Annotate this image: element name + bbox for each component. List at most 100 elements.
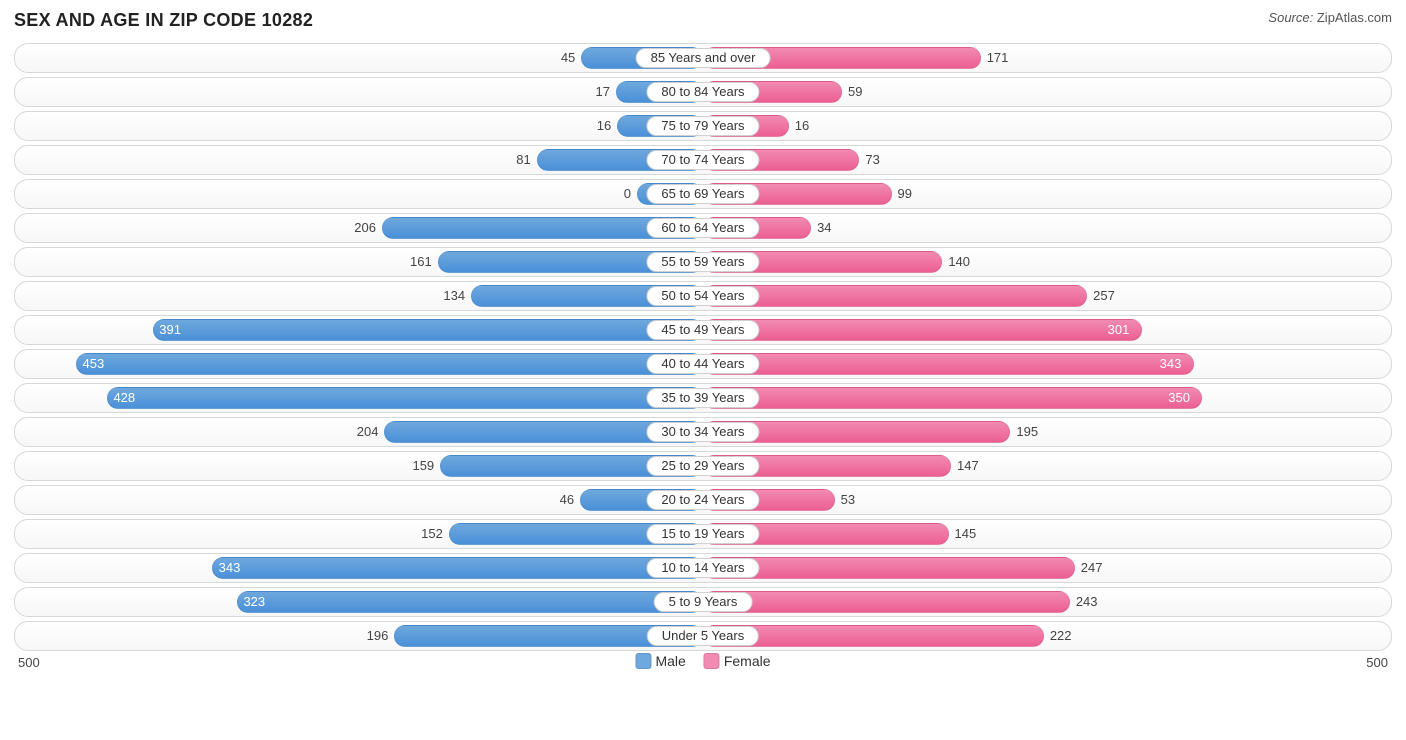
axis-max-right: 500: [1366, 655, 1388, 670]
male-half: 134: [19, 285, 703, 307]
male-value: 343: [219, 557, 241, 579]
male-half: 161: [19, 251, 703, 273]
male-bar: [107, 387, 703, 409]
male-value: 45: [561, 47, 575, 69]
male-half: 46: [19, 489, 703, 511]
female-half: 222: [703, 625, 1387, 647]
age-group-label: 85 Years and over: [636, 48, 771, 68]
female-bar: [703, 387, 1202, 409]
female-value: 53: [841, 489, 855, 511]
chart-container: SEX AND AGE IN ZIP CODE 10282 Source: Zi…: [0, 0, 1406, 685]
female-half: 257: [703, 285, 1387, 307]
female-value: 257: [1093, 285, 1115, 307]
chart-row: 65 to 69 Years0 99: [14, 179, 1392, 209]
female-half: 301: [703, 319, 1387, 341]
male-swatch-icon: [635, 653, 651, 669]
chart-row: 50 to 54 Years 134 257: [14, 281, 1392, 311]
male-half: 204: [19, 421, 703, 443]
male-half: 81: [19, 149, 703, 171]
male-value: 161: [410, 251, 432, 273]
male-value: 16: [597, 115, 611, 137]
female-half: 195: [703, 421, 1387, 443]
chart-row: 55 to 59 Years161140: [14, 247, 1392, 277]
female-value: 301: [1108, 319, 1130, 341]
chart-row: 70 to 74 Years81 73: [14, 145, 1392, 175]
chart-footer: 500 500 Male Female: [14, 653, 1392, 677]
age-group-label: 65 to 69 Years: [646, 184, 759, 204]
age-group-label: 25 to 29 Years: [646, 456, 759, 476]
male-value: 17: [596, 81, 610, 103]
female-value: 147: [957, 455, 979, 477]
legend-male: Male: [635, 653, 685, 669]
female-half: 16: [703, 115, 1387, 137]
age-group-label: 45 to 49 Years: [646, 320, 759, 340]
chart-title: SEX AND AGE IN ZIP CODE 10282: [14, 10, 313, 31]
female-value: 243: [1076, 591, 1098, 613]
legend-female: Female: [704, 653, 771, 669]
age-group-label: Under 5 Years: [647, 626, 759, 646]
source-value: ZipAtlas.com: [1317, 10, 1392, 25]
male-half: 159: [19, 455, 703, 477]
chart-row: 75 to 79 Years 16 16: [14, 111, 1392, 141]
female-bar: [703, 285, 1087, 307]
male-half: 206: [19, 217, 703, 239]
female-half: 343: [703, 353, 1387, 375]
female-half: 147: [703, 455, 1387, 477]
male-half: 152: [19, 523, 703, 545]
chart-row: 45 to 49 Years 391 301: [14, 315, 1392, 345]
male-half: 453: [19, 353, 703, 375]
female-value: 140: [948, 251, 970, 273]
age-group-label: 80 to 84 Years: [646, 82, 759, 102]
female-half: 247: [703, 557, 1387, 579]
chart-source: Source: ZipAtlas.com: [1268, 10, 1392, 25]
male-value: 391: [159, 319, 181, 341]
chart-rows: 85 Years and over4517180 to 84 Years1759…: [14, 43, 1392, 651]
age-group-label: 10 to 14 Years: [646, 558, 759, 578]
chart-row: Under 5 Years196222: [14, 621, 1392, 651]
male-value: 134: [443, 285, 465, 307]
axis-max-left: 500: [18, 655, 40, 670]
female-value: 99: [898, 183, 912, 205]
male-value: 428: [113, 387, 135, 409]
female-value: 350: [1168, 387, 1190, 409]
age-group-label: 20 to 24 Years: [646, 490, 759, 510]
male-value: 159: [412, 455, 434, 477]
male-bar: [76, 353, 703, 375]
age-group-label: 60 to 64 Years: [646, 218, 759, 238]
male-half: 196: [19, 625, 703, 647]
age-group-label: 35 to 39 Years: [646, 388, 759, 408]
age-group-label: 30 to 34 Years: [646, 422, 759, 442]
chart-header: SEX AND AGE IN ZIP CODE 10282 Source: Zi…: [14, 10, 1392, 31]
male-half: 343: [19, 557, 703, 579]
female-value: 171: [987, 47, 1009, 69]
female-bar: [703, 591, 1070, 613]
chart-row: 15 to 19 Years152145: [14, 519, 1392, 549]
male-bar: [153, 319, 703, 341]
male-half: 323: [19, 591, 703, 613]
male-value: 46: [560, 489, 574, 511]
male-value: 204: [357, 421, 379, 443]
chart-row: 30 to 34 Years 204 195: [14, 417, 1392, 447]
female-half: 171: [703, 47, 1387, 69]
female-half: 73: [703, 149, 1387, 171]
chart-row: 5 to 9 Years323243: [14, 587, 1392, 617]
female-value: 16: [795, 115, 809, 137]
age-group-label: 70 to 74 Years: [646, 150, 759, 170]
age-group-label: 50 to 54 Years: [646, 286, 759, 306]
male-value: 323: [243, 591, 265, 613]
female-value: 195: [1016, 421, 1038, 443]
male-half: 0: [19, 183, 703, 205]
chart-row: 85 Years and over 45 171: [14, 43, 1392, 73]
male-half: 16: [19, 115, 703, 137]
female-value: 145: [955, 523, 977, 545]
female-value: 34: [817, 217, 831, 239]
female-half: 99: [703, 183, 1387, 205]
chart-row: 40 to 44 Years453343: [14, 349, 1392, 379]
female-value: 73: [865, 149, 879, 171]
age-group-label: 75 to 79 Years: [646, 116, 759, 136]
female-half: 350: [703, 387, 1387, 409]
male-half: 45: [19, 47, 703, 69]
chart-row: 80 to 84 Years1759: [14, 77, 1392, 107]
chart-row: 25 to 29 Years 159 147: [14, 451, 1392, 481]
male-bar: [237, 591, 703, 613]
